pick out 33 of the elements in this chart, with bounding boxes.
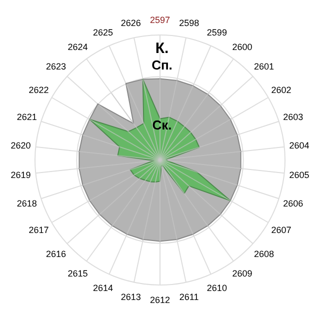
spoke-label: 2619 [10, 170, 31, 180]
spoke-label: 2612 [150, 295, 170, 306]
spoke-label: 2599 [206, 27, 227, 38]
spoke-label: 2616 [46, 248, 66, 259]
spoke-label: 2623 [46, 61, 66, 72]
text: Сп. [152, 58, 172, 73]
spoke-label: 2610 [206, 283, 227, 294]
spoke-label: 2598 [179, 18, 200, 28]
spoke-label: 2625 [93, 27, 114, 38]
spoke-label: 2620 [10, 140, 31, 151]
text: К. [155, 40, 169, 57]
spoke-label: 2621 [16, 112, 37, 122]
spoke-label: 2608 [254, 248, 274, 259]
spoke-label: 2609 [232, 268, 252, 278]
spoke-label: 2606 [283, 198, 304, 208]
spoke-label: 2611 [179, 292, 199, 302]
spoke-label: 2624 [68, 42, 88, 52]
spoke-label: 2614 [93, 283, 114, 294]
spoke-label: 2600 [232, 42, 252, 52]
spoke-label: 2605 [289, 170, 310, 180]
spoke-label: 2604 [289, 140, 310, 151]
spoke-label: 2613 [120, 292, 141, 302]
spoke-label: 2607 [271, 225, 292, 236]
spoke-label: 2618 [16, 198, 37, 208]
spoke-label: 2626 [120, 18, 141, 28]
spoke-label: 2622 [28, 85, 49, 96]
text: Ск. [152, 118, 172, 133]
spoke-label: 2601 [254, 61, 274, 72]
spoke-label: 2615 [68, 268, 88, 278]
spoke-label: 2617 [28, 225, 49, 236]
spoke-label: 2597 [150, 15, 170, 26]
spoke-label: 2603 [283, 112, 304, 122]
spoke-label: 2602 [271, 85, 292, 96]
